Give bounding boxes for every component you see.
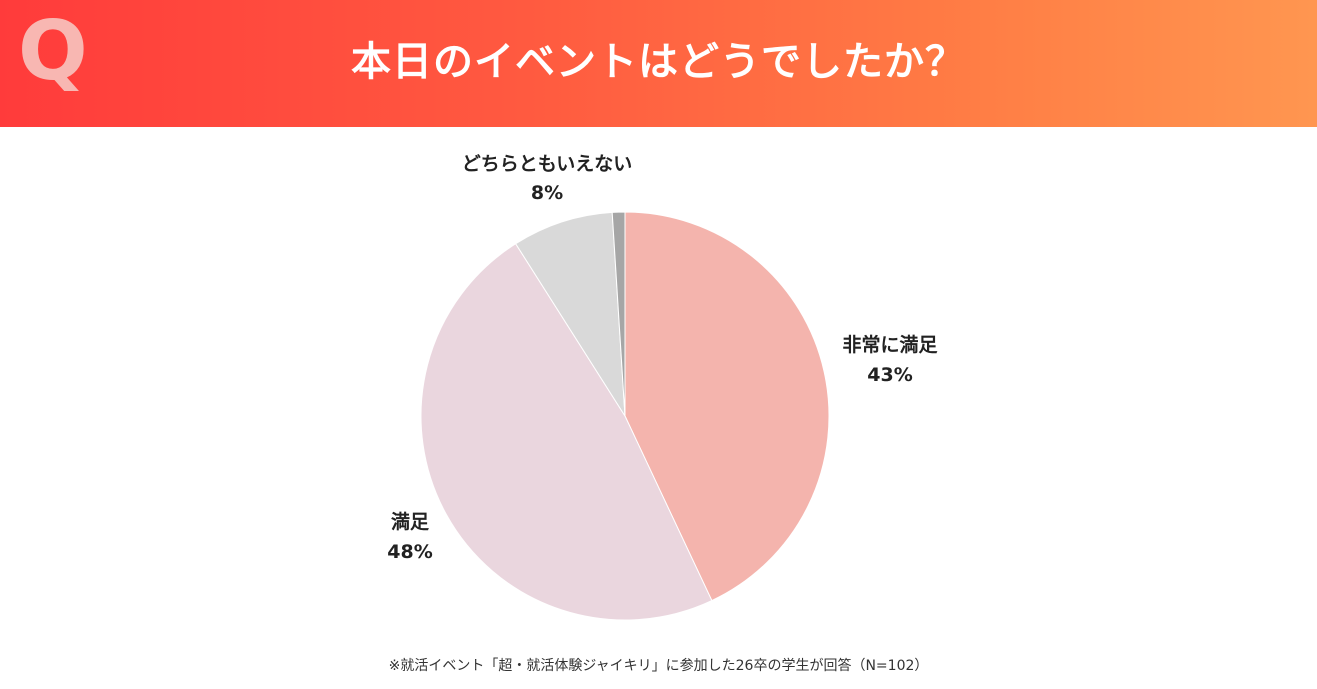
slice-label-1: 非常に満足 (842, 333, 938, 356)
footnote: ※就活イベント「超・就活体験ジャイキリ」に参加した26卒の学生が回答（N=102… (388, 658, 929, 674)
slice-value-3: 8% (531, 182, 563, 204)
slice-value-2: 48% (387, 541, 432, 563)
slice-value-1: 43% (867, 364, 912, 386)
pie-slice-3 (515, 211, 626, 417)
pie-slice-4 (611, 211, 626, 417)
slice-label-2: 満足 (391, 511, 430, 533)
page-title: 本日のイベントはどうでしたか？ (351, 39, 966, 85)
pie-slice-2 (420, 243, 713, 621)
pie-slice-1 (624, 211, 830, 602)
q-mark: Q (18, 4, 88, 99)
header-banner: Q 本日のイベントはどうでしたか？ (0, 0, 1317, 127)
slice-label-3: どちらともいえない (462, 153, 633, 175)
